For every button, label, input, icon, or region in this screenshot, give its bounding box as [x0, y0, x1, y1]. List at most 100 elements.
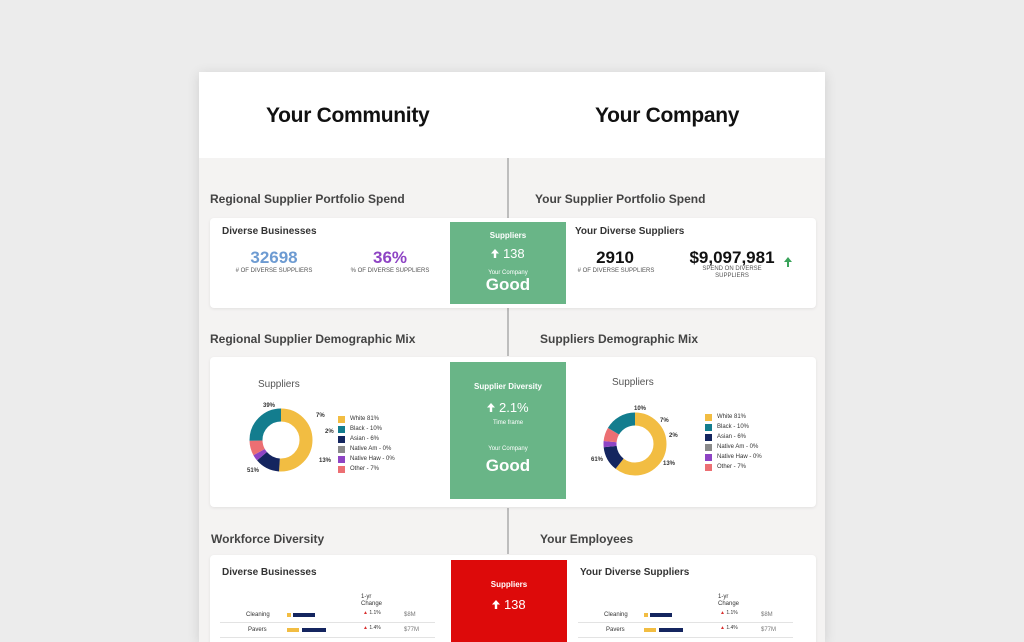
- bar-segment: [644, 613, 648, 617]
- report-header: Your Community Your Company: [199, 72, 825, 158]
- donut-pct-label: 7%: [316, 413, 325, 419]
- diverse-suppliers-count-label: # OF DIVERSE SUPPLIERS: [235, 268, 313, 274]
- legend-item: White 81%: [338, 414, 395, 424]
- donut-pct-label: 7%: [660, 418, 669, 424]
- legend-item: Native Am - 0%: [338, 444, 395, 454]
- your-employees-section-title: Your Employees: [540, 532, 634, 546]
- arrow-up-icon: [491, 246, 500, 261]
- legend-item: Black - 10%: [705, 422, 762, 432]
- donut-pct-label: 61%: [591, 457, 604, 463]
- tile-label: Suppliers: [489, 231, 527, 240]
- donut-pct-label: 2%: [669, 433, 678, 439]
- regional-demographic-section-title: Regional Supplier Demographic Mix: [210, 332, 416, 346]
- workforce-right-title: Your Diverse Suppliers: [580, 567, 690, 578]
- diverse-suppliers-percent-label: % OF DIVERSE SUPPLIERS: [350, 268, 430, 274]
- workforce-status-tile: Suppliers 138: [451, 560, 567, 642]
- arrow-up-icon: [492, 597, 501, 612]
- diverse-businesses-title: Diverse Businesses: [222, 226, 317, 237]
- tile-rating: Good: [485, 456, 531, 475]
- left-donut-label: Suppliers: [258, 379, 300, 390]
- donut-slice-native-haw: [603, 412, 667, 476]
- column-divider: [507, 508, 509, 554]
- change-column-header: 1-yr Change: [361, 594, 383, 607]
- tile-label: Supplier Diversity: [473, 382, 543, 391]
- legend-item: Other - 7%: [705, 462, 762, 472]
- row-change: ▲ 1.1%: [720, 610, 738, 616]
- donut-pct-label: 10%: [634, 406, 647, 412]
- row-change: ▲ 1.4%: [720, 625, 738, 631]
- row-divider: [220, 637, 435, 638]
- your-diverse-suppliers-count-label: # OF DIVERSE SUPPLIERS: [577, 268, 655, 274]
- tile-rating: Good: [485, 275, 531, 294]
- company-title: Your Company: [595, 104, 740, 127]
- tile-value: 138: [502, 246, 525, 261]
- row-divider: [220, 622, 435, 623]
- donut-pct-label: 39%: [263, 403, 276, 409]
- legend-item: White 81%: [705, 412, 762, 422]
- spend-on-diverse-suppliers-value: $9,097,981: [689, 248, 775, 267]
- row-name: Cleaning: [604, 612, 628, 618]
- donut-pct-label: 2%: [325, 429, 334, 435]
- bar-segment: [659, 628, 683, 632]
- row-amount: $77M: [761, 627, 777, 633]
- arrow-up-icon: [487, 400, 496, 415]
- row-name: Cleaning: [246, 612, 270, 618]
- donut-slice-black: [249, 408, 313, 472]
- bar-segment: [650, 613, 672, 617]
- tile-time-frame: Time frame: [492, 420, 524, 426]
- legend-item: Other - 7%: [338, 464, 395, 474]
- legend-item: Native Haw - 0%: [705, 452, 762, 462]
- row-name: Pavers: [248, 627, 267, 633]
- row-divider: [578, 637, 793, 638]
- row-change: ▲ 1.4%: [363, 625, 381, 631]
- workforce-section-title: Workforce Diversity: [211, 532, 325, 546]
- legend-item: Asian - 6%: [705, 432, 762, 442]
- row-divider: [578, 622, 793, 623]
- bar-segment: [287, 613, 291, 617]
- row-amount: $8M: [404, 612, 416, 618]
- tile-sub-label: Your Company: [488, 270, 528, 276]
- report-sheet: Your Community Your Company Regional Sup…: [199, 72, 825, 642]
- tile-sub-label: Your Company: [488, 446, 528, 452]
- bar-segment: [293, 613, 315, 617]
- bar-segment: [302, 628, 326, 632]
- row-name: Pavers: [606, 627, 625, 633]
- regional-spend-section-title: Regional Supplier Portfolio Spend: [210, 192, 405, 206]
- tile-label: Suppliers: [490, 580, 528, 589]
- legend-item: Asian - 6%: [338, 434, 395, 444]
- change-column-header: 1-yr Change: [718, 594, 740, 607]
- donut-pct-label: 13%: [319, 458, 332, 464]
- diverse-suppliers-percent: 36%: [372, 248, 408, 267]
- left-donut-legend: White 81% Black - 10% Asian - 6% Native …: [338, 414, 395, 474]
- community-title: Your Community: [266, 104, 430, 127]
- donut-slice-black: [603, 412, 667, 476]
- spend-status-tile: Suppliers 138 Your Company Good: [450, 222, 566, 304]
- left-donut-chart: [249, 408, 313, 472]
- right-donut-label: Suppliers: [612, 377, 654, 388]
- your-demographic-section-title: Suppliers Demographic Mix: [540, 332, 699, 346]
- legend-item: Native Haw - 0%: [338, 454, 395, 464]
- column-divider: [507, 308, 509, 356]
- donut-pct-label: 13%: [663, 461, 676, 467]
- right-donut-legend: White 81% Black - 10% Asian - 6% Native …: [705, 412, 762, 472]
- row-amount: $8M: [761, 612, 773, 618]
- tile-value: 2.1%: [498, 400, 529, 415]
- right-donut-chart: [603, 412, 667, 476]
- legend-item: Native Am - 0%: [705, 442, 762, 452]
- workforce-left-title: Diverse Businesses: [222, 567, 317, 578]
- row-change: ▲ 1.1%: [363, 610, 381, 616]
- bar-segment: [287, 628, 299, 632]
- trend-up-icon: [784, 254, 792, 267]
- diversity-status-tile: Supplier Diversity 2.1% Time frame Your …: [450, 362, 566, 499]
- legend-item: Black - 10%: [338, 424, 395, 434]
- tile-value: 138: [503, 597, 526, 612]
- bar-segment: [644, 628, 656, 632]
- your-diverse-suppliers-count: 2910: [596, 248, 634, 267]
- column-divider: [507, 158, 509, 218]
- your-spend-section-title: Your Supplier Portfolio Spend: [535, 192, 706, 206]
- spend-on-diverse-suppliers-label: SPEND ON DIVERSE SUPPLIERS: [702, 266, 762, 279]
- row-amount: $77M: [404, 627, 420, 633]
- your-diverse-suppliers-title: Your Diverse Suppliers: [575, 226, 685, 237]
- diverse-suppliers-count: 32698: [250, 248, 298, 267]
- donut-pct-label: 51%: [247, 468, 260, 474]
